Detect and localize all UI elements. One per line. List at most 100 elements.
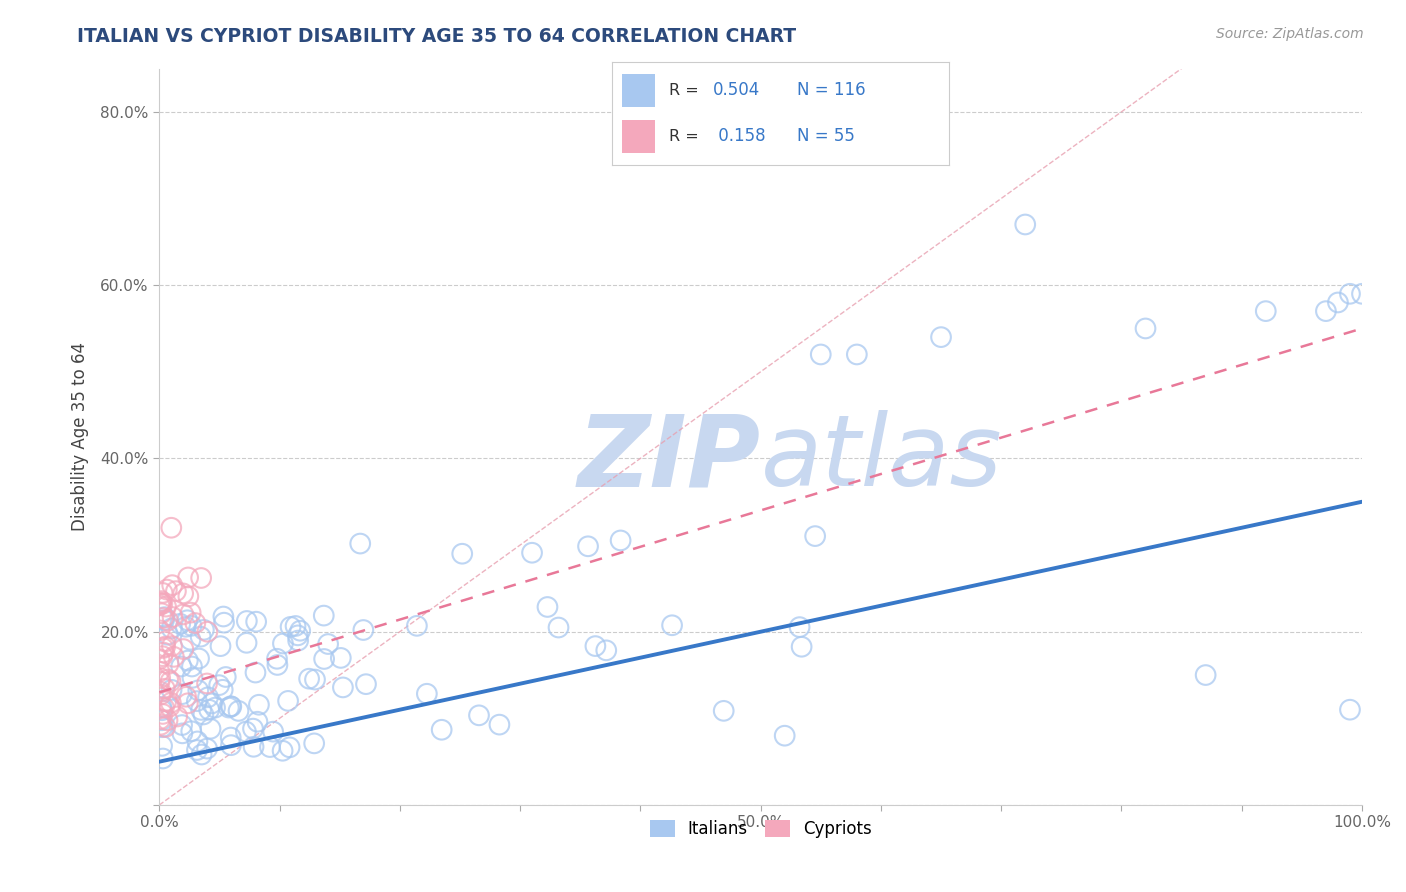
- Y-axis label: Disability Age 35 to 64: Disability Age 35 to 64: [72, 343, 89, 532]
- Point: [150, 739, 173, 753]
- Point: [181, 671, 204, 685]
- Point: [187, 683, 209, 698]
- Point: [329, 651, 352, 665]
- Point: [153, 681, 176, 696]
- Point: [150, 703, 173, 717]
- Text: ZIP: ZIP: [578, 410, 761, 508]
- Point: [149, 685, 172, 699]
- Point: [259, 740, 281, 755]
- Point: [177, 590, 200, 604]
- Point: [153, 613, 176, 627]
- Point: [172, 718, 194, 732]
- Point: [284, 619, 307, 633]
- Point: [170, 659, 193, 673]
- Point: [186, 743, 208, 757]
- Point: [180, 724, 202, 739]
- Bar: [621, 74, 655, 106]
- Point: [228, 704, 250, 718]
- Point: [929, 330, 952, 344]
- Point: [316, 637, 339, 651]
- Point: [149, 712, 172, 726]
- Point: [219, 731, 242, 745]
- Point: [190, 703, 212, 717]
- Point: [165, 584, 187, 599]
- Point: [177, 654, 200, 668]
- Point: [190, 630, 212, 644]
- Point: [179, 632, 201, 647]
- Point: [152, 646, 174, 660]
- Point: [200, 722, 222, 736]
- Point: [271, 636, 294, 650]
- Point: [198, 703, 221, 717]
- Point: [1327, 295, 1350, 310]
- Point: [190, 571, 212, 585]
- Point: [155, 694, 177, 708]
- Point: [332, 681, 354, 695]
- Point: [609, 533, 631, 548]
- Point: [1315, 304, 1337, 318]
- Point: [287, 633, 309, 648]
- Point: [1135, 321, 1157, 335]
- Text: 0.504: 0.504: [713, 81, 761, 99]
- Point: [174, 620, 197, 634]
- Point: [160, 696, 183, 710]
- Point: [160, 521, 183, 535]
- Point: [160, 639, 183, 653]
- Point: [148, 665, 170, 679]
- Point: [312, 608, 335, 623]
- Point: [661, 618, 683, 632]
- Text: R =: R =: [669, 128, 699, 144]
- Point: [152, 649, 174, 664]
- Point: [219, 738, 242, 752]
- Point: [271, 744, 294, 758]
- Point: [163, 649, 186, 664]
- Point: [195, 676, 218, 690]
- Point: [160, 621, 183, 635]
- Point: [302, 736, 325, 750]
- Text: atlas: atlas: [761, 410, 1002, 508]
- Text: N = 116: N = 116: [797, 81, 866, 99]
- Point: [148, 599, 170, 613]
- Point: [236, 614, 259, 628]
- Point: [349, 536, 371, 550]
- Point: [177, 570, 200, 584]
- Point: [197, 690, 219, 705]
- Point: [242, 739, 264, 754]
- Point: [245, 665, 267, 680]
- Point: [219, 699, 242, 714]
- Point: [172, 726, 194, 740]
- Point: [547, 620, 569, 634]
- Point: [406, 619, 429, 633]
- Point: [416, 687, 439, 701]
- Point: [208, 678, 231, 692]
- Point: [156, 713, 179, 727]
- Point: [773, 729, 796, 743]
- Point: [430, 723, 453, 737]
- Point: [209, 639, 232, 653]
- Point: [247, 698, 270, 712]
- Point: [169, 616, 191, 631]
- Point: [193, 707, 215, 722]
- Point: [246, 714, 269, 729]
- Point: [150, 594, 173, 608]
- Point: [174, 690, 197, 704]
- Point: [290, 624, 312, 638]
- Point: [280, 620, 302, 634]
- Point: [451, 547, 474, 561]
- Point: [150, 699, 173, 714]
- Point: [156, 582, 179, 597]
- Point: [804, 529, 827, 543]
- Point: [595, 643, 617, 657]
- Point: [160, 682, 183, 697]
- Point: [245, 615, 267, 629]
- Legend: Italians, Cypriots: Italians, Cypriots: [643, 813, 879, 845]
- Point: [155, 599, 177, 614]
- Point: [170, 687, 193, 701]
- Point: [204, 700, 226, 714]
- Point: [1339, 286, 1361, 301]
- Point: [262, 724, 284, 739]
- Point: [149, 671, 172, 685]
- Point: [184, 615, 207, 630]
- Point: [150, 607, 173, 621]
- Point: [1339, 703, 1361, 717]
